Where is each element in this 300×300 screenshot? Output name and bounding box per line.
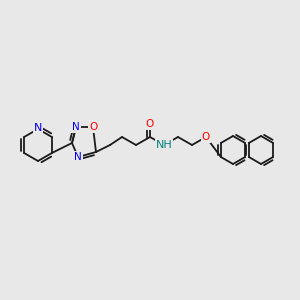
Text: O: O bbox=[89, 122, 97, 132]
Text: N: N bbox=[72, 122, 80, 132]
Text: NH: NH bbox=[156, 140, 172, 150]
Text: O: O bbox=[146, 119, 154, 129]
Text: N: N bbox=[34, 123, 42, 133]
Text: N: N bbox=[74, 152, 82, 162]
Text: O: O bbox=[202, 132, 210, 142]
